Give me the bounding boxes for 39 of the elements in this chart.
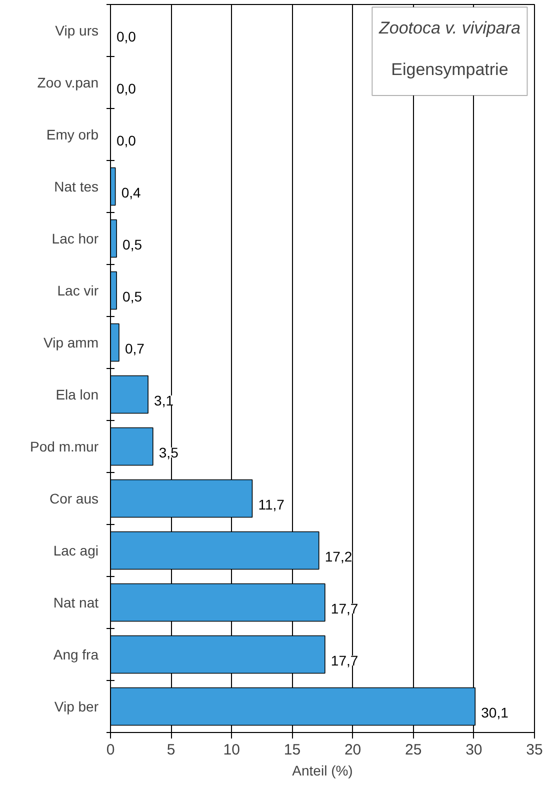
data-label: 11,7 [258,496,285,512]
x-tick-label: 15 [284,742,301,758]
data-label: 0,0 [116,132,136,148]
x-tick-label: 5 [166,742,176,758]
y-tick-label: Vip ber [54,698,99,714]
y-tick-label: Ela lon [56,386,99,402]
y-tick-label: Lac vir [57,282,99,298]
y-tick-label: Pod m.mur [30,438,99,454]
x-tick-label: 20 [344,742,362,758]
y-tick-label: Zoo v.pan [37,74,99,90]
data-label: 17,7 [330,652,358,668]
text: Zootoca v. vivipara [378,18,520,38]
x-tick-label: 35 [526,742,543,758]
data-label: 0,0 [116,28,136,44]
y-tick-label: Cor aus [49,490,99,506]
data-label: 30,1 [481,704,509,720]
text: Eigensympatrie [391,60,508,79]
x-tick-label: 30 [466,742,482,758]
x-tick-label: 25 [405,742,422,758]
y-tick-label: Nat tes [54,178,99,194]
y-tick-label: Vip amm [44,334,99,350]
x-axis-title: Anteil (%) [292,762,353,778]
data-label: 0,5 [122,236,142,252]
data-label: 17,2 [324,548,352,564]
y-tick-label: Nat nat [53,594,99,610]
data-label: 3,5 [158,444,179,460]
data-label: 3,1 [154,392,174,408]
data-label: 0,4 [121,184,142,200]
y-tick-label: Emy orb [46,126,99,142]
x-tick-label: 0 [106,742,115,758]
x-tick-label: 10 [223,742,240,758]
y-tick-label: Vip urs [55,22,99,38]
data-label: 0,0 [116,80,136,96]
y-tick-label: Lac hor [52,230,99,246]
data-label: 0,5 [122,288,142,304]
data-label: 0,7 [124,340,145,356]
y-tick-label: Lac agi [53,542,99,558]
data-label: 17,7 [330,600,358,616]
y-tick-label: Ang fra [53,646,99,662]
